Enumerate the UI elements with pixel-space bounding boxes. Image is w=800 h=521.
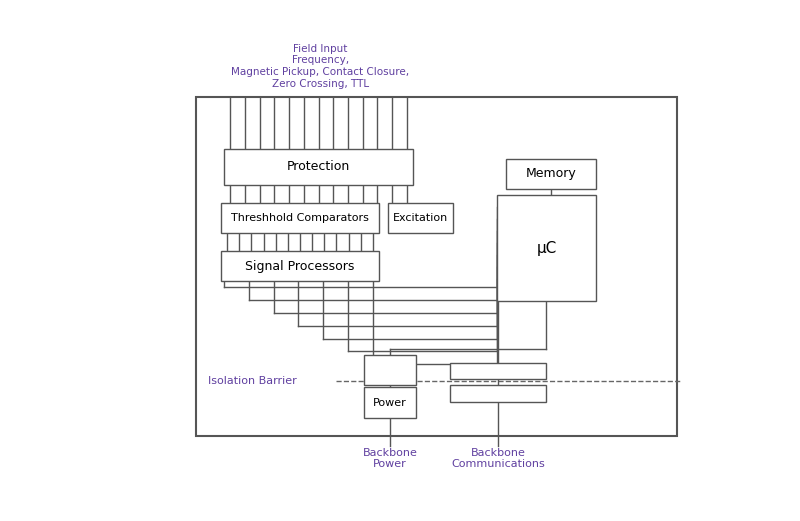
Bar <box>450 364 546 379</box>
Bar <box>388 203 454 233</box>
Text: Signal Processors: Signal Processors <box>246 259 354 272</box>
Bar <box>450 386 546 402</box>
Text: Threshhold Comparators: Threshhold Comparators <box>231 213 369 223</box>
Text: Excitation: Excitation <box>394 213 449 223</box>
Bar <box>221 251 379 281</box>
Bar <box>497 195 596 301</box>
Bar <box>506 159 596 189</box>
Bar <box>363 388 416 417</box>
Bar <box>196 96 677 436</box>
Text: Memory: Memory <box>526 167 577 180</box>
Text: μC: μC <box>536 241 557 256</box>
Text: Power: Power <box>373 398 406 407</box>
Text: Field Input
Frequency,
Magnetic Pickup, Contact Closure,
Zero Crossing, TTL: Field Input Frequency, Magnetic Pickup, … <box>231 44 409 89</box>
Text: Protection: Protection <box>287 160 350 173</box>
Bar <box>224 149 413 185</box>
Bar <box>363 355 416 386</box>
Text: Backbone
Power: Backbone Power <box>362 448 418 469</box>
Text: Isolation Barrier: Isolation Barrier <box>209 377 298 387</box>
Text: Backbone
Communications: Backbone Communications <box>451 448 546 469</box>
Bar <box>221 203 379 233</box>
